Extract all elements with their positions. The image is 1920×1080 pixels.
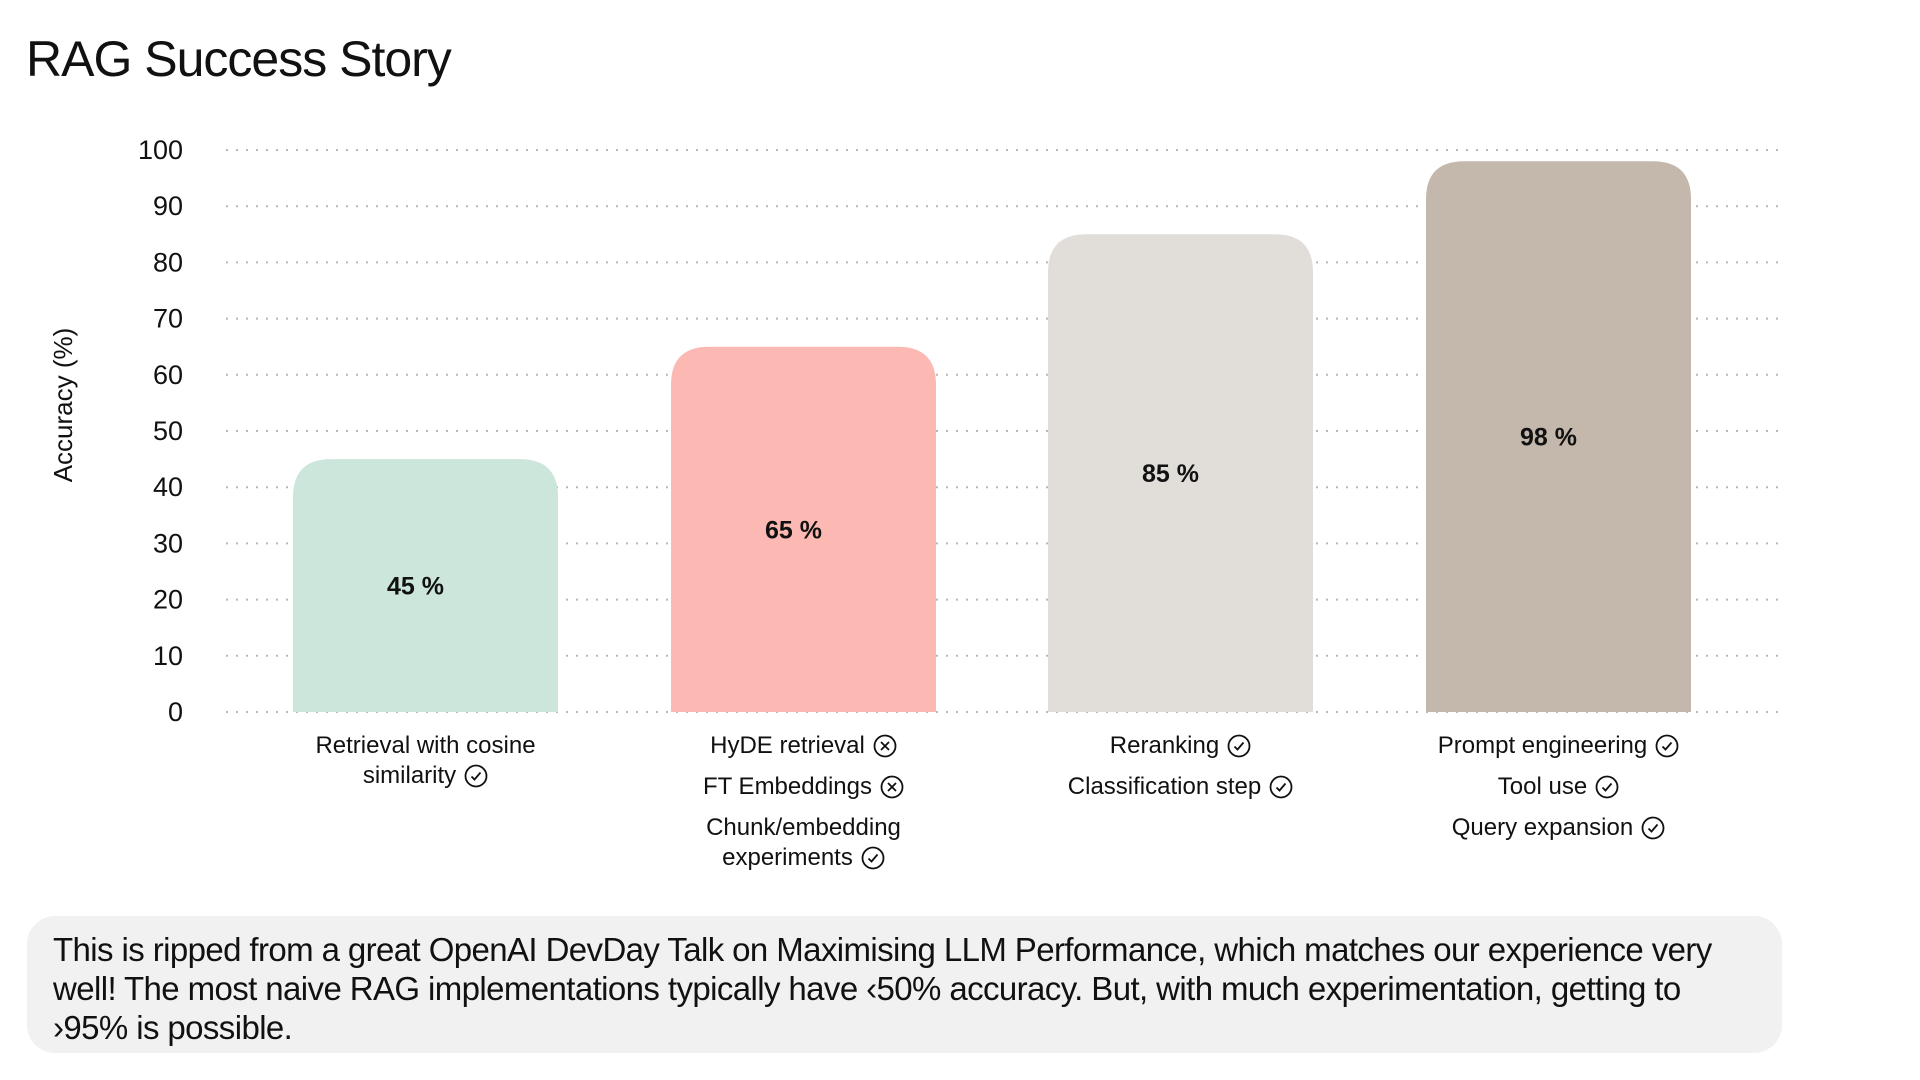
category-label-line: similarity: [256, 761, 596, 791]
category-label-line: Query expansion: [1389, 813, 1729, 843]
y-tick-label: 40: [153, 472, 183, 502]
bar-value-label: 85 %: [1142, 460, 1199, 488]
check-circle-icon: [1655, 734, 1679, 758]
y-tick-label: 60: [153, 360, 183, 390]
x-circle-icon: [880, 775, 904, 799]
y-tick-label: 20: [153, 585, 183, 615]
y-tick-label: 70: [153, 304, 183, 334]
category-label: Retrieval with cosine similarity: [256, 731, 596, 802]
category-label-line: Chunk/embedding: [634, 813, 974, 843]
bar-chart: 0 10 20 30 40 50 60 70 80 90 100 Accuracy (%) 45 % 65…: [48, 135, 1780, 727]
category-label-text: similarity: [362, 762, 457, 789]
bar: [671, 346, 936, 712]
y-tick-label: 80: [153, 247, 183, 277]
category-label-text: Tool use: [1497, 773, 1588, 800]
category-label-line: Tool use: [1389, 772, 1729, 802]
check-circle-icon: [1269, 775, 1293, 799]
x-circle-icon: [873, 734, 897, 758]
category-label-line: Prompt engineering: [1389, 731, 1729, 761]
y-tick-label: 0: [168, 697, 183, 727]
category-label-text: Query expansion: [1451, 814, 1634, 841]
bar: [1048, 234, 1313, 713]
y-axis-label: Accuracy (%): [48, 328, 78, 483]
category-label-text: experiments: [722, 844, 853, 871]
bar-value-label: 65 %: [765, 516, 822, 544]
category-label-line: FT Embeddings: [634, 772, 974, 802]
bar: [1426, 161, 1691, 713]
bar: [293, 459, 558, 712]
category-label: HyDE retrieval FT Embeddings Chunk/embeddi…: [634, 731, 974, 884]
category-label-text: Reranking: [1109, 732, 1220, 759]
category-label-line: experiments: [634, 843, 974, 873]
y-tick-label: 30: [153, 528, 183, 558]
check-circle-icon: [464, 764, 488, 788]
y-tick-label: 90: [153, 191, 183, 221]
category-label-text: FT Embeddings: [703, 773, 872, 800]
bar-value-label: 45 %: [387, 573, 444, 601]
y-tick-label: 50: [153, 416, 183, 446]
bar-value-label: 98 %: [1520, 424, 1577, 452]
category-label-text: HyDE retrieval: [710, 732, 865, 759]
check-circle-icon: [1227, 734, 1251, 758]
category-label-text: Retrieval with cosine: [315, 732, 536, 759]
category-label-text: Classification step: [1067, 773, 1262, 800]
category-label-text: Prompt engineering: [1437, 732, 1648, 759]
y-tick-label: 10: [153, 641, 183, 671]
check-circle-icon: [1595, 775, 1619, 799]
category-label-text: Chunk/embedding: [706, 814, 901, 841]
check-circle-icon: [1641, 816, 1665, 840]
category-label-line: Reranking: [1011, 731, 1351, 761]
category-label: Prompt engineering Tool use Query expansio…: [1389, 731, 1729, 854]
y-tick-label: 100: [138, 135, 183, 165]
check-circle-icon: [861, 846, 885, 870]
caption-note: This is ripped from a great OpenAI DevDa…: [27, 916, 1782, 1053]
chart-title: RAG Success Story: [26, 31, 452, 87]
category-label-line: Retrieval with cosine: [256, 731, 596, 761]
category-label-line: Classification step: [1011, 772, 1351, 802]
category-label: Reranking Classification step: [1011, 731, 1351, 813]
category-label-line: HyDE retrieval: [634, 731, 974, 761]
